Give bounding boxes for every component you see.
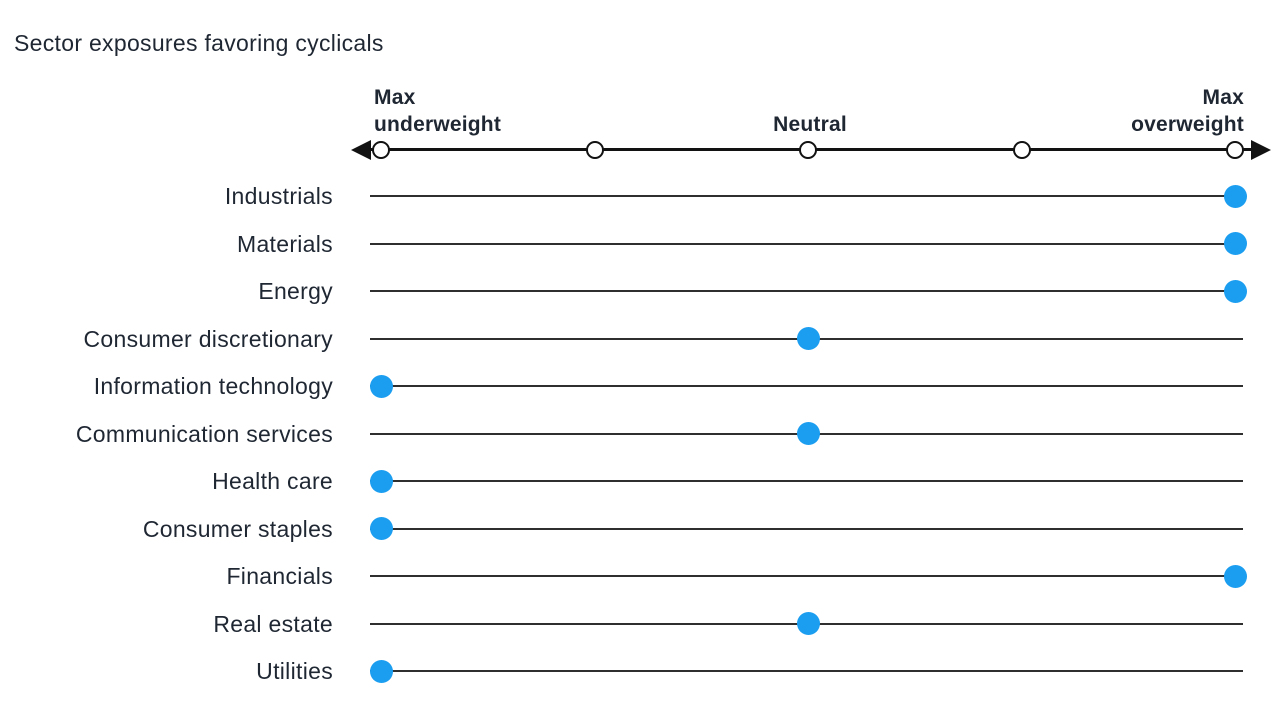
sector-position-dot bbox=[1223, 232, 1247, 255]
sector-label: Information technology bbox=[93, 373, 333, 399]
axis-tick-circle bbox=[372, 141, 390, 159]
sector-label: Materials bbox=[236, 230, 333, 257]
sector-position-dot bbox=[369, 374, 393, 398]
axis-tick-circle bbox=[1226, 141, 1244, 159]
axis-tick-circle bbox=[1012, 141, 1031, 159]
sector-label: Energy bbox=[258, 278, 333, 304]
sector-scale-line bbox=[370, 670, 1243, 672]
axis-label-max-underweight: Max underweight bbox=[374, 86, 502, 136]
sector-label: Communication services bbox=[75, 420, 333, 447]
sector-scale-line bbox=[370, 385, 1243, 387]
sector-position-dot bbox=[1223, 564, 1247, 588]
sector-scale-line bbox=[370, 480, 1243, 482]
sector-label: Consumer discretionary bbox=[83, 325, 333, 352]
sector-position-dot bbox=[796, 422, 820, 445]
sector-position-dot bbox=[369, 659, 393, 683]
sector-label: Consumer staples bbox=[142, 515, 333, 542]
sector-scale-line bbox=[370, 242, 1243, 245]
sector-label: Utilities bbox=[256, 658, 333, 684]
chart-title: Sector exposures favoring cyclicals bbox=[14, 30, 384, 56]
sector-position-dot bbox=[1223, 184, 1247, 208]
sector-scale-line bbox=[370, 290, 1243, 292]
axis-tick-circle bbox=[585, 141, 604, 159]
sector-position-dot bbox=[796, 327, 820, 350]
sector-scale-line bbox=[370, 195, 1243, 197]
sector-position-dot bbox=[369, 469, 393, 493]
sector-label: Industrials bbox=[224, 183, 333, 209]
sector-label: Health care bbox=[212, 468, 333, 494]
sector-position-dot bbox=[369, 517, 393, 540]
sector-label: Real estate bbox=[213, 610, 333, 637]
axis-arrow-right-icon bbox=[1251, 140, 1271, 160]
sector-position-dot bbox=[796, 612, 820, 635]
sector-scale-line bbox=[370, 527, 1243, 530]
axis-arrow-left-icon bbox=[351, 140, 371, 160]
axis-label-max-overweight: Max overweight bbox=[1131, 86, 1244, 136]
axis-tick-circle bbox=[799, 141, 817, 159]
sector-scale-line bbox=[370, 575, 1243, 577]
sector-position-dot bbox=[1223, 279, 1247, 303]
axis-label-neutral: Neutral bbox=[773, 113, 847, 136]
sector-label: Financials bbox=[226, 563, 333, 589]
